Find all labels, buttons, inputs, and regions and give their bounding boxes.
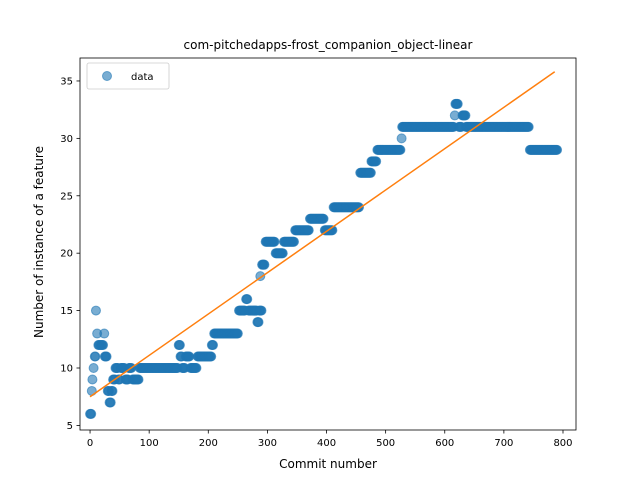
data-point xyxy=(523,121,534,132)
data-point xyxy=(90,305,101,316)
x-tick-label: 500 xyxy=(376,438,395,449)
data-points xyxy=(85,98,563,419)
data-point xyxy=(184,351,195,362)
data-point xyxy=(256,305,267,316)
data-point xyxy=(101,351,112,362)
y-tick-label: 10 xyxy=(60,364,73,375)
x-tick-label: 300 xyxy=(258,438,277,449)
data-point xyxy=(552,144,563,155)
data-point xyxy=(105,397,116,408)
data-point xyxy=(208,340,219,351)
data-point xyxy=(452,98,463,109)
data-point xyxy=(371,156,382,167)
data-point xyxy=(269,236,280,247)
data-point xyxy=(318,213,329,224)
legend-box xyxy=(86,62,170,90)
data-point xyxy=(88,363,99,373)
chart-title: com-pitchedapps-frost_companion_object-l… xyxy=(184,38,473,52)
data-point xyxy=(303,225,314,236)
data-point xyxy=(133,374,144,385)
data-point xyxy=(396,133,407,144)
y-tick-label: 30 xyxy=(60,134,73,145)
data-point xyxy=(460,110,471,121)
y-axis-label: Number of instance of a feature xyxy=(32,146,46,338)
x-axis-ticks: 0 100 200 300 400 500 600 700 800 xyxy=(87,430,573,449)
data-point xyxy=(277,248,288,259)
axes-frame xyxy=(79,57,577,431)
data-point xyxy=(395,144,406,155)
data-point xyxy=(206,351,217,362)
x-axis-label: Commit number xyxy=(279,457,377,471)
data-point xyxy=(107,385,118,396)
x-tick-label: 200 xyxy=(199,438,218,449)
y-tick-label: 35 xyxy=(60,76,73,87)
data-point xyxy=(232,328,243,339)
fit-line-group xyxy=(89,71,556,398)
data-point xyxy=(365,167,376,178)
legend-marker-data xyxy=(102,71,112,81)
y-tick-label: 20 xyxy=(60,249,73,260)
data-point xyxy=(86,408,97,419)
y-axis-ticks: 5 10 15 20 25 30 35 xyxy=(60,76,80,432)
data-point xyxy=(90,351,101,362)
legend-label-data: data xyxy=(131,72,154,83)
x-tick-label: 700 xyxy=(494,438,513,449)
x-tick-label: 600 xyxy=(435,438,454,449)
x-tick-label: 800 xyxy=(553,438,572,449)
data-point xyxy=(253,317,264,328)
x-tick-label: 400 xyxy=(317,438,336,449)
data-point xyxy=(259,259,270,270)
x-tick-label: 100 xyxy=(140,438,159,449)
data-point xyxy=(87,374,98,385)
y-tick-label: 25 xyxy=(60,191,73,202)
y-tick-label: 15 xyxy=(60,306,73,317)
data-point xyxy=(98,340,109,351)
fit-line xyxy=(89,71,556,398)
x-tick-label: 0 xyxy=(87,438,93,449)
data-point xyxy=(174,340,185,351)
y-tick-label: 5 xyxy=(67,421,73,432)
legend: data xyxy=(86,62,170,90)
data-point xyxy=(242,294,253,305)
data-point xyxy=(99,328,110,339)
data-point xyxy=(191,363,202,373)
data-point xyxy=(289,236,300,247)
